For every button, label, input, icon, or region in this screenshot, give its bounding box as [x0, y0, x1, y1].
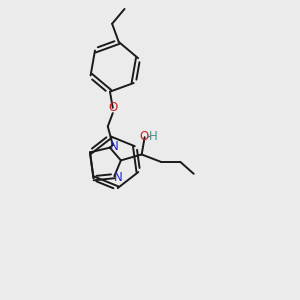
Text: N: N: [110, 140, 118, 153]
Text: O: O: [140, 130, 149, 142]
Text: H: H: [149, 130, 158, 142]
Text: O: O: [108, 101, 117, 114]
Text: N: N: [114, 171, 123, 184]
